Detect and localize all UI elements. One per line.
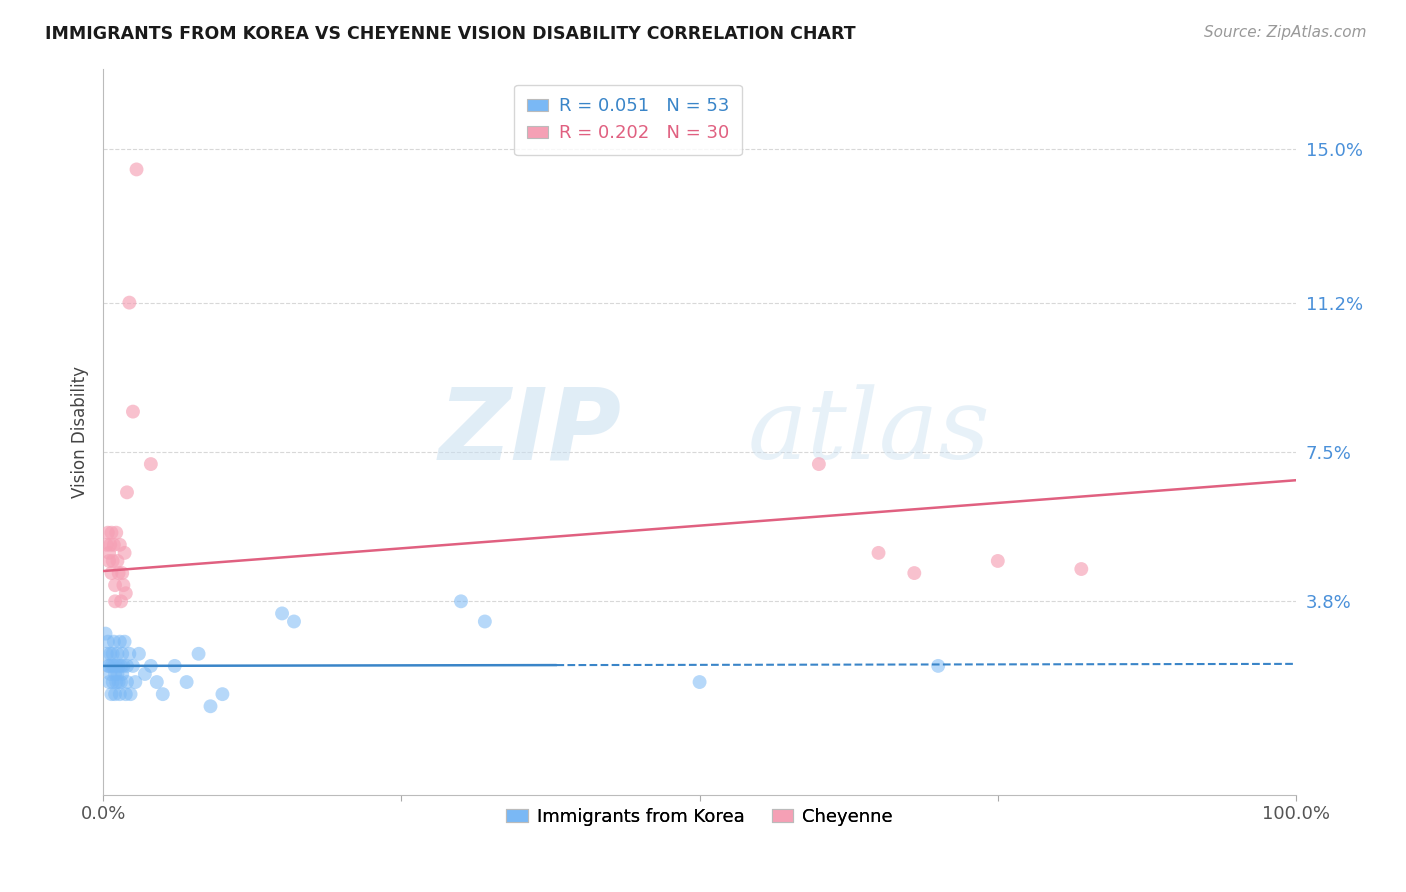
Point [139,659,162,673]
Point [98,659,121,673]
Point [104,667,127,681]
Point [903,566,925,580]
Point [96,538,118,552]
Point [115,485,138,500]
Point [108,538,131,552]
Legend: Immigrants from Korea, Cheyenne: Immigrants from Korea, Cheyenne [495,797,904,837]
Point [124,675,146,690]
Point [101,554,124,568]
Point [103,659,125,673]
Point [94,626,117,640]
Point [111,566,134,580]
Point [98,546,121,560]
Point [105,525,128,540]
Point [689,675,711,690]
Text: atlas: atlas [748,384,990,479]
Point [98,667,121,681]
Point [163,659,186,673]
Point [107,659,129,673]
Point [987,554,1010,568]
Point [176,675,198,690]
Point [104,578,127,592]
Point [118,647,141,661]
Point [105,659,128,673]
Point [107,647,129,661]
Point [96,647,118,661]
Point [98,538,121,552]
Point [104,687,127,701]
Point [187,647,209,661]
Point [112,578,135,592]
Point [115,659,138,673]
Point [98,554,121,568]
Point [139,457,162,471]
Point [97,525,120,540]
Point [114,586,136,600]
Point [118,295,141,310]
Point [450,594,472,608]
Point [97,634,120,648]
Point [110,594,132,608]
Text: Source: ZipAtlas.com: Source: ZipAtlas.com [1204,25,1367,40]
Point [122,404,145,418]
Point [1070,562,1092,576]
Point [125,162,148,177]
Point [134,667,156,681]
Point [128,647,150,661]
Point [101,675,124,690]
Point [107,554,129,568]
Point [105,675,128,690]
Point [122,659,145,673]
Point [115,675,138,690]
Point [114,546,136,560]
Point [111,667,134,681]
Point [100,566,122,580]
Point [104,594,127,608]
Point [283,615,305,629]
Point [103,634,125,648]
Point [110,675,132,690]
Point [100,687,122,701]
Point [868,546,890,560]
Point [211,687,233,701]
Point [111,647,134,661]
Y-axis label: Vision Disability: Vision Disability [72,366,89,498]
Point [100,525,122,540]
Point [200,699,222,714]
Point [114,687,136,701]
Point [107,667,129,681]
Point [474,615,496,629]
Point [100,659,122,673]
Point [108,634,131,648]
Point [107,566,129,580]
Point [98,675,121,690]
Point [152,687,174,701]
Point [927,659,949,673]
Text: IMMIGRANTS FROM KOREA VS CHEYENNE VISION DISABILITY CORRELATION CHART: IMMIGRANTS FROM KOREA VS CHEYENNE VISION… [45,25,856,43]
Point [271,607,294,621]
Point [97,659,120,673]
Point [146,675,169,690]
Point [107,675,129,690]
Point [112,659,135,673]
Point [108,687,131,701]
Point [101,647,124,661]
Point [103,538,125,552]
Point [120,687,142,701]
Point [98,647,121,661]
Point [114,634,136,648]
Point [110,659,132,673]
Text: ZIP: ZIP [439,384,621,480]
Point [807,457,830,471]
